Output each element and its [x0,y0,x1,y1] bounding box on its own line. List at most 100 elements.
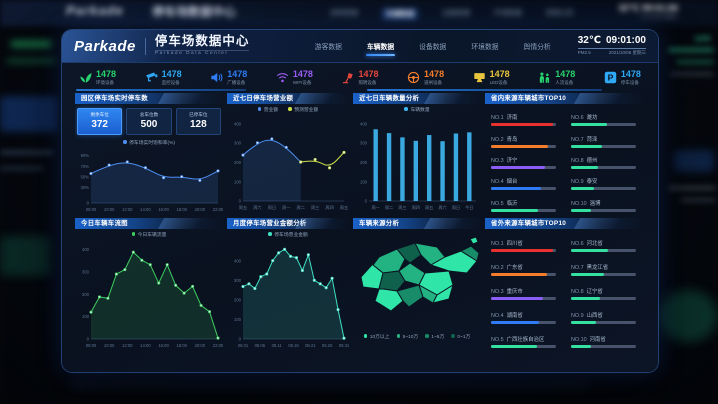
dashboard-grid: 园区停车场实时停车数 剩余车位 372 总车位数 500 已停车位 128 停车… [62,91,658,351]
stat-label: LED设备 [489,79,508,85]
svg-text:400: 400 [82,247,90,252]
city-name: 山西省 [586,312,603,319]
list-item: NO.2 青岛 [491,130,559,151]
city-name: 济宁 [506,157,518,164]
background-bar [680,198,716,202]
nav-item-2[interactable]: 车辆数据 [365,38,396,56]
stat-item: 1478 广播设备 [210,70,247,85]
svg-text:周四: 周四 [325,205,333,211]
stat-label: 照明设备 [358,79,377,85]
parking-stat-box: 总车位数 500 [126,108,172,135]
svg-text:16:00: 16:00 [158,207,169,212]
svg-text:300: 300 [360,141,368,146]
rank-label: NO.10 [571,336,587,343]
svg-text:18:00: 18:00 [176,343,187,348]
city-name: 辽宁省 [586,288,603,295]
list-item-label: NO.9 泰安 [571,177,639,185]
rank-bar-track [491,208,557,212]
people-icon [538,71,551,84]
list-item-label: NO.1 济南 [491,113,559,121]
svg-text:22:00: 22:00 [213,207,223,212]
background-reflection [70,380,590,390]
list-item: NO.6 河北省 [571,234,639,258]
list-item-label: NO.1 四川省 [491,239,559,247]
rank-bar-track [491,123,557,127]
list-item: NO.8 德州 [571,152,639,173]
nav-item-4[interactable]: 环境数据 [471,44,499,51]
stat-text: 1478 LED设备 [490,70,510,85]
rank-bar-track [571,144,637,148]
svg-text:周五: 周五 [239,205,247,211]
svg-text:08.06: 08.06 [255,343,266,348]
legend-item: 1~5万 [425,333,444,340]
list-item: NO.5 临沂 [491,195,559,214]
background-date: 2021/10/06 星期三 [640,14,678,19]
parking-icon: P [604,71,617,84]
stat-item: 1478 照明设备 [341,70,378,85]
svg-text:周五: 周五 [340,205,348,211]
legend-item: 5~10万 [396,333,418,340]
province-map [360,236,480,312]
svg-text:50%: 50% [81,174,90,179]
svg-text:100: 100 [82,314,90,319]
nav-item-3[interactable]: 设备数据 [419,44,447,51]
rank-label: NO.6 [571,241,584,248]
background-time: 09:01:00 [641,3,678,13]
panel-outer-top10: 省外来源车辆城市TOP10 NO.1 四川省 NO.2 广东省 NO.3 重庆市 NO… [485,218,643,351]
svg-text:08.16: 08.16 [288,343,299,348]
city-name: 河北省 [586,241,603,248]
legend-item: 停车场营业金额 [268,231,308,238]
legend-dot-icon [396,334,401,338]
svg-text:08.26: 08.26 [322,343,333,348]
svg-text:周二: 周二 [385,205,393,211]
list-item-label: NO.3 重庆市 [491,287,559,295]
nav-item-5[interactable]: 舆情分析 [523,44,551,51]
svg-text:400: 400 [234,258,242,263]
background-nav-item: 舆情分析 [546,10,574,17]
stat-value: 1478 [555,69,576,79]
city-name: 烟台 [506,179,518,186]
rank-bar-track [491,296,557,300]
city-name: 菏泽 [586,136,598,143]
stat-value: 1478 [489,69,510,79]
rank-bar-track [571,249,637,253]
svg-text:30%: 30% [81,185,90,190]
stat-label: 广播设备 [227,79,246,85]
svg-text:08.31: 08.31 [339,343,349,348]
page-title: 停车场数据中心 [154,34,250,49]
nav-item-1[interactable]: 游客数据 [314,44,342,51]
svg-text:200: 200 [82,292,90,297]
stat-value: 1478 [161,69,182,79]
clock-main: 32℃ 09:01:00 [577,36,646,50]
list-item-label: NO.6 潍坊 [571,113,639,121]
main-nav: 游客数据 车辆数据 设备数据 环境数据 舆情分析 [314,38,552,56]
city-name: 重庆市 [506,288,523,295]
background-nav: 游客数据 车辆数据 设备数据 环境数据 舆情分析 [330,8,574,20]
box-value: 128 [189,118,207,130]
led-screen-icon [473,71,486,84]
parkade-logo: Parkade [74,37,136,55]
rank-bar-fill [491,187,542,191]
background-nav-item: 环境数据 [494,10,522,17]
stat-text: 1478 道闸设备 [424,70,444,85]
background-blue-panel [0,96,58,132]
parking-stat-box: 剩余车位 372 [77,108,123,135]
panel-title: 今日车辆车流图 [75,218,223,229]
list-item-label: NO.2 青岛 [491,135,559,143]
rank-bar-fill [491,344,537,348]
rank-bar-track [491,320,557,324]
stat-label: 道闸设备 [424,79,443,85]
svg-text:22:00: 22:00 [213,343,223,348]
list-item: NO.1 济南 [491,109,559,130]
rank-label: NO.2 [491,136,504,143]
legend-dot-icon [404,107,408,111]
svg-text:周日: 周日 [268,205,276,211]
svg-text:周三: 周三 [398,205,406,211]
rank-label: NO.7 [571,265,584,272]
box-label: 剩余车位 [90,112,109,118]
svg-text:100: 100 [234,317,242,322]
background-clock: 32℃ 09:01:00 [619,3,678,14]
saturation-line-chart: 90% 70% 50% 30% 008:00 10:00 12:00 14:00 16:00 18… [81,153,223,212]
legend-item: 车辆数量 [404,106,430,113]
